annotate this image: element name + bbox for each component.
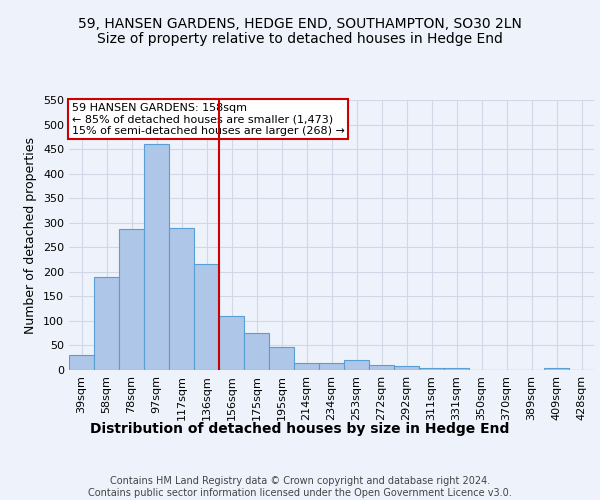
- Bar: [244, 333, 269, 370]
- Bar: [319, 363, 344, 370]
- Bar: [269, 347, 294, 370]
- Bar: [94, 276, 119, 370]
- Bar: [444, 368, 469, 370]
- Bar: [119, 228, 144, 370]
- Bar: [419, 368, 444, 370]
- Text: 59, HANSEN GARDENS, HEDGE END, SOUTHAMPTON, SO30 2LN: 59, HANSEN GARDENS, HEDGE END, SOUTHAMPT…: [78, 18, 522, 32]
- Bar: [544, 368, 569, 370]
- Bar: [294, 363, 319, 370]
- Bar: [144, 144, 169, 370]
- Bar: [344, 360, 369, 370]
- Y-axis label: Number of detached properties: Number of detached properties: [25, 136, 37, 334]
- Bar: [394, 366, 419, 370]
- Bar: [169, 228, 194, 370]
- Bar: [219, 316, 244, 370]
- Text: 59 HANSEN GARDENS: 158sqm
← 85% of detached houses are smaller (1,473)
15% of se: 59 HANSEN GARDENS: 158sqm ← 85% of detac…: [71, 102, 344, 136]
- Bar: [369, 365, 394, 370]
- Bar: [194, 264, 219, 370]
- Text: Contains HM Land Registry data © Crown copyright and database right 2024.
Contai: Contains HM Land Registry data © Crown c…: [88, 476, 512, 498]
- Bar: [69, 356, 94, 370]
- Text: Size of property relative to detached houses in Hedge End: Size of property relative to detached ho…: [97, 32, 503, 46]
- Text: Distribution of detached houses by size in Hedge End: Distribution of detached houses by size …: [91, 422, 509, 436]
